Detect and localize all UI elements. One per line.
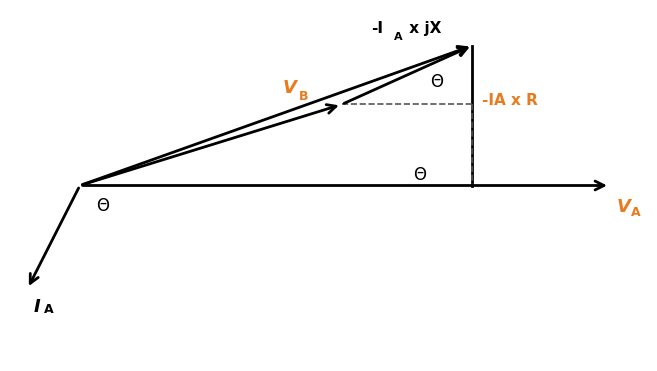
Text: Θ: Θ [97,197,109,214]
Text: -I: -I [371,22,383,36]
Text: I: I [34,298,41,316]
Text: Θ: Θ [413,166,426,184]
Text: Θ: Θ [430,73,443,91]
Text: A: A [44,303,53,316]
Text: V: V [616,198,630,216]
Text: V: V [283,79,296,97]
Text: B: B [299,90,309,103]
Text: A: A [394,32,403,42]
Text: x jX: x jX [404,22,441,36]
Text: -IA x R: -IA x R [482,93,538,108]
Text: A: A [631,206,641,219]
